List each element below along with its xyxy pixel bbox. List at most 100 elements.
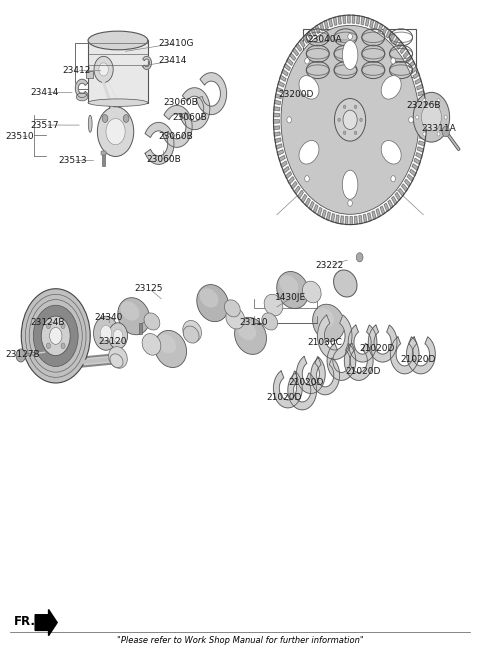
Circle shape [16,349,25,362]
Circle shape [423,132,426,136]
Polygon shape [417,85,423,90]
Text: 23200D: 23200D [278,91,313,100]
Polygon shape [276,94,281,98]
Ellipse shape [342,41,358,70]
Polygon shape [418,91,424,96]
Ellipse shape [200,288,218,308]
Polygon shape [419,141,425,146]
Polygon shape [410,169,416,176]
Polygon shape [281,161,287,167]
Polygon shape [274,113,279,117]
Polygon shape [297,356,325,394]
Circle shape [41,316,70,356]
Polygon shape [343,15,346,24]
Polygon shape [331,214,335,222]
Polygon shape [384,203,389,212]
Polygon shape [276,144,282,149]
Polygon shape [274,132,280,136]
Ellipse shape [88,31,148,50]
Text: 24340: 24340 [94,313,122,322]
Polygon shape [75,79,87,98]
Text: 23510: 23510 [5,132,34,140]
Ellipse shape [302,281,321,303]
Polygon shape [296,43,301,51]
Polygon shape [397,41,403,49]
Circle shape [61,343,65,349]
Ellipse shape [299,140,319,164]
Ellipse shape [226,308,245,329]
Polygon shape [307,31,312,40]
Ellipse shape [142,333,161,355]
Text: 21020D: 21020D [360,344,395,354]
Circle shape [287,117,291,123]
Text: 23127B: 23127B [5,350,40,359]
Text: 23414: 23414 [30,88,59,97]
Polygon shape [361,16,364,25]
Polygon shape [280,75,286,81]
Polygon shape [196,73,227,115]
Text: 23410G: 23410G [158,39,194,48]
Polygon shape [368,325,397,362]
Text: 23060B: 23060B [147,155,181,163]
Bar [85,72,93,78]
Polygon shape [420,129,426,133]
Circle shape [47,323,50,329]
Polygon shape [293,48,299,56]
Polygon shape [276,87,283,92]
Polygon shape [380,206,385,215]
Polygon shape [372,211,376,220]
Ellipse shape [279,275,298,295]
Polygon shape [288,176,294,184]
Polygon shape [311,28,316,37]
Bar [303,30,416,77]
Polygon shape [274,120,279,123]
Polygon shape [388,200,393,208]
Text: 23124B: 23124B [30,318,65,327]
Text: 23125: 23125 [135,284,163,293]
Text: 23060B: 23060B [158,133,193,141]
Polygon shape [274,107,280,111]
Polygon shape [378,24,383,32]
Polygon shape [344,343,373,380]
Polygon shape [336,215,339,223]
Circle shape [99,63,108,76]
Ellipse shape [110,354,123,367]
Text: 23060B: 23060B [163,98,198,107]
Polygon shape [420,104,426,108]
Circle shape [106,119,125,145]
Circle shape [391,176,396,182]
Polygon shape [407,337,435,374]
Polygon shape [348,325,377,362]
Polygon shape [327,343,356,380]
Polygon shape [400,46,406,54]
Text: 23040A: 23040A [307,35,342,45]
Polygon shape [394,37,399,45]
Circle shape [348,33,352,39]
Ellipse shape [381,140,401,164]
Ellipse shape [264,295,283,316]
Circle shape [94,56,113,83]
Polygon shape [278,81,284,87]
Ellipse shape [312,304,345,341]
Ellipse shape [88,99,148,106]
Polygon shape [408,61,415,68]
Ellipse shape [237,321,256,340]
Polygon shape [288,373,317,410]
Text: 23414: 23414 [158,56,187,66]
Circle shape [49,327,62,344]
Circle shape [413,92,450,142]
Circle shape [343,105,346,109]
Circle shape [338,118,340,121]
Polygon shape [366,18,369,26]
Polygon shape [352,15,355,23]
Circle shape [335,98,366,141]
Polygon shape [283,167,289,173]
Ellipse shape [120,301,139,321]
Circle shape [409,117,413,123]
Text: 1430JE: 1430JE [275,293,306,302]
Polygon shape [421,117,427,120]
Circle shape [47,343,50,349]
Bar [101,152,106,155]
Polygon shape [421,123,427,127]
Ellipse shape [21,329,90,343]
